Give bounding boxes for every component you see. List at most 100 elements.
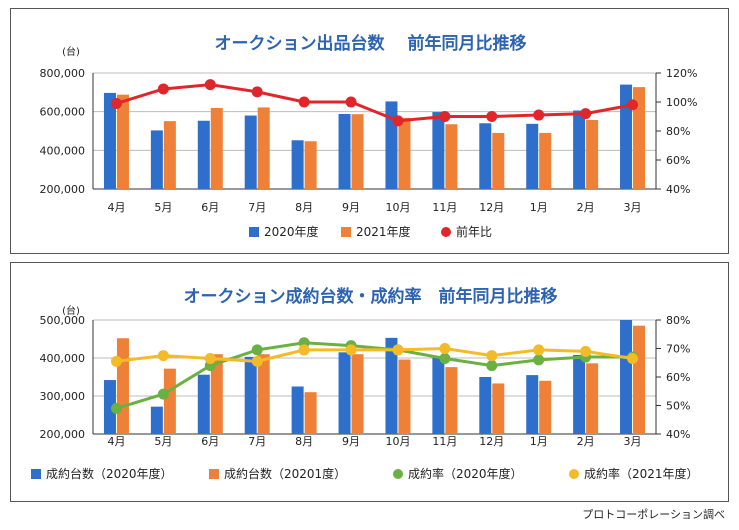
line-point xyxy=(157,350,169,362)
bar xyxy=(479,123,492,189)
y-tick-label: 300,000 xyxy=(40,390,86,403)
x-tick-label: 7月 xyxy=(248,201,266,214)
y2-tick-label: 60% xyxy=(666,154,690,167)
x-tick-label: 8月 xyxy=(295,201,313,214)
x-tick-label: 2月 xyxy=(577,435,595,448)
chart-panel-contracts: オークション成約台数・成約率 前年同月比推移 (台) 500,000 400,000 3… xyxy=(10,262,729,502)
legend-swatch xyxy=(249,227,259,237)
bar xyxy=(257,107,270,189)
line-point xyxy=(392,344,404,356)
x-tick-label: 12月 xyxy=(479,435,504,448)
bar xyxy=(210,354,223,434)
y2-tick-label: 80% xyxy=(666,314,690,327)
chart-title: オークション出品台数 前年同月比推移 xyxy=(215,33,527,54)
x-tick-label: 11月 xyxy=(432,435,457,448)
legend-item: 成約台数（2020年度） xyxy=(31,466,173,481)
bar xyxy=(539,132,552,189)
x-tick-label: 1月 xyxy=(530,435,548,448)
y2-tick-label: 80% xyxy=(666,125,690,138)
line-point xyxy=(251,86,263,98)
chart-panel-listings: オークション出品台数 前年同月比推移 (台) 800,000 600,000 400,0… xyxy=(10,8,729,254)
y-tick-label: 600,000 xyxy=(40,106,86,119)
source-credit: プロトコーポレーション調べ xyxy=(582,508,725,521)
line-point xyxy=(298,344,310,356)
y-tick-label: 200,000 xyxy=(40,183,86,196)
y2-tick-label: 50% xyxy=(666,400,690,413)
bar xyxy=(385,337,398,434)
line-point xyxy=(110,402,122,414)
bar xyxy=(633,87,646,189)
y-tick-label: 200,000 xyxy=(40,428,86,441)
bar xyxy=(257,354,270,434)
x-tick-label: 4月 xyxy=(107,201,125,214)
legend-item: 成約台数（20201度） xyxy=(209,466,346,481)
x-tick-label: 9月 xyxy=(342,201,360,214)
bar xyxy=(197,120,210,189)
line-point xyxy=(251,344,263,356)
bar xyxy=(586,363,599,434)
line-point xyxy=(533,109,545,121)
line-point xyxy=(627,99,639,111)
bar xyxy=(291,386,304,434)
series-line xyxy=(116,341,633,410)
legend-label: 2021年度 xyxy=(356,224,411,239)
legend-item: 前年比 xyxy=(441,224,492,239)
line-point xyxy=(157,388,169,400)
line-point xyxy=(439,352,451,364)
legend-label: 前年比 xyxy=(456,224,492,239)
bar xyxy=(385,101,398,189)
bar xyxy=(116,94,129,189)
bar xyxy=(479,377,492,434)
bar xyxy=(150,406,163,434)
bar xyxy=(116,338,129,434)
line-point xyxy=(204,79,216,91)
bar xyxy=(586,119,599,189)
y-tick-label: 500,000 xyxy=(40,314,86,327)
bar xyxy=(620,320,633,434)
bar xyxy=(163,121,176,189)
line-point xyxy=(204,352,216,364)
legend-label: 成約率（2020年度） xyxy=(408,466,523,481)
x-tick-label: 6月 xyxy=(201,435,219,448)
bar xyxy=(304,141,317,189)
bar xyxy=(163,368,176,434)
bar xyxy=(445,124,458,189)
line-point xyxy=(110,355,122,367)
x-tick-label: 10月 xyxy=(385,435,410,448)
bar xyxy=(351,114,364,189)
y-axis-unit-label: (台) xyxy=(62,304,80,317)
line-point xyxy=(580,108,592,120)
legend-item: 2021年度 xyxy=(341,224,411,239)
x-tick-label: 6月 xyxy=(201,201,219,214)
line-point xyxy=(298,96,310,108)
line-point xyxy=(110,97,122,109)
line-point xyxy=(251,355,263,367)
x-tick-label: 10月 xyxy=(385,201,410,214)
bar xyxy=(291,140,304,189)
x-tick-label: 5月 xyxy=(154,201,172,214)
bar xyxy=(620,84,633,189)
x-tick-label: 1月 xyxy=(530,201,548,214)
y2-tick-label: 100% xyxy=(666,96,697,109)
line-point xyxy=(486,360,498,372)
bar xyxy=(492,383,505,434)
bar xyxy=(197,374,210,434)
bar xyxy=(338,352,351,434)
line-point xyxy=(439,111,451,122)
bar xyxy=(103,92,116,189)
legend-item: 2020年度 xyxy=(249,224,319,239)
x-tick-label: 9月 xyxy=(342,435,360,448)
legend-swatch xyxy=(393,469,403,479)
bar xyxy=(150,130,163,189)
bar xyxy=(398,359,411,434)
y2-tick-label: 70% xyxy=(666,343,690,356)
chart-svg-1: オークション出品台数 前年同月比推移 (台) 800,000 600,000 400,0… xyxy=(40,33,698,239)
line-point xyxy=(580,345,592,357)
line-point xyxy=(533,344,545,356)
legend-label: 2020年度 xyxy=(264,224,319,239)
legend-item: 成約率（2020年度） xyxy=(393,466,523,481)
y-axis-unit-label: (台) xyxy=(62,45,80,58)
bar xyxy=(573,354,586,434)
bar xyxy=(432,358,445,434)
bar xyxy=(573,110,586,189)
